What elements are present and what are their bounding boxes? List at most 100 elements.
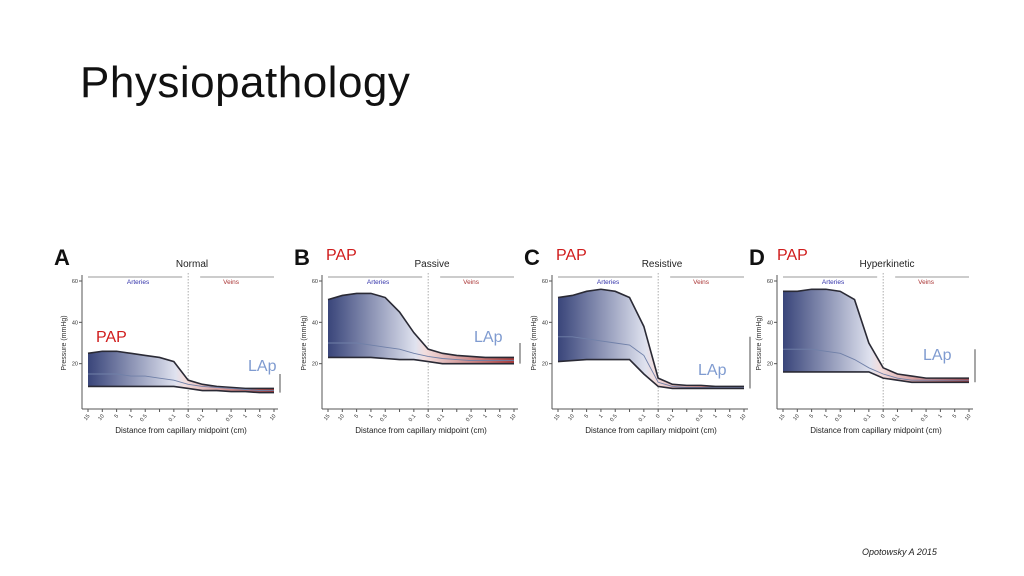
x-tick-label: 5 (952, 413, 959, 419)
veins-label: Veins (223, 279, 240, 286)
y-tick-label: 40 (542, 320, 548, 326)
lower-pressure-line (88, 385, 274, 394)
x-tick-label: 10 (964, 413, 973, 422)
upper-pressure-line (327, 292, 514, 359)
mean-pressure-line (328, 342, 514, 362)
y-tick-label: 20 (542, 362, 548, 368)
x-tick-label: 0.5 (834, 413, 844, 423)
panel-title: Normal (176, 259, 208, 270)
x-tick-label: 0.1 (436, 413, 446, 423)
x-tick-label: 1 (128, 413, 135, 419)
x-tick-label: 0.1 (196, 413, 206, 423)
x-tick-label: 5 (727, 413, 734, 419)
tpg-label: TPG (522, 348, 524, 358)
x-tick-label: 0 (425, 413, 432, 419)
arteries-label: Arteries (597, 279, 620, 286)
y-tick-label: 60 (72, 279, 78, 285)
x-tick-label: 10 (269, 413, 278, 422)
y-axis-label: Pressure (mmHg) (301, 315, 308, 370)
panel-title: Resistive (642, 259, 683, 270)
y-tick-label: 40 (72, 320, 78, 326)
upper-pressure-line (783, 288, 969, 379)
x-tick-label: 0 (880, 413, 887, 419)
x-tick-label: 15 (323, 413, 332, 422)
x-tick-label: 10 (739, 413, 748, 422)
tpg-label: TPG (752, 357, 754, 367)
x-tick-label: 10 (337, 413, 346, 422)
y-tick-label: 60 (767, 279, 773, 285)
x-tick-label: 5 (497, 413, 504, 419)
x-tick-label: 0.1 (891, 413, 901, 423)
slide-title: Physiopathology (80, 58, 411, 107)
x-tick-label: 0 (185, 413, 192, 419)
panel-title: Hyperkinetic (859, 259, 914, 270)
x-tick-label: 10 (792, 413, 801, 422)
x-tick-label: 1 (598, 413, 605, 419)
x-tick-label: 1 (242, 413, 249, 419)
x-axis-label: Distance from capillary midpoint (cm) (810, 426, 942, 435)
x-tick-label: 5 (257, 413, 264, 419)
x-tick-label: 0 (655, 413, 662, 419)
x-tick-label: 10 (509, 413, 518, 422)
pressure-band (328, 293, 514, 364)
x-tick-label: 0.1 (666, 413, 676, 423)
y-tick-label: 20 (312, 362, 318, 368)
y-axis-label: Pressure (mmHg) (61, 315, 68, 370)
panel-title: Passive (414, 259, 449, 270)
y-tick-label: 60 (542, 279, 548, 285)
upper-pressure-line (557, 288, 744, 388)
lap-label: LAp (474, 329, 503, 346)
panel-d: D Hyperkinetic Arteries Veins 20 40 60 Pressure… (747, 243, 979, 438)
veins-label: Veins (463, 279, 480, 286)
x-tick-label: 10 (97, 413, 106, 422)
arteries-label: Arteries (127, 279, 150, 286)
lap-label: LAp (248, 358, 277, 375)
pap-label: PAP (96, 329, 127, 346)
x-tick-label: 5 (809, 413, 816, 419)
x-tick-label: 1 (712, 413, 719, 419)
panel-b: B Passive Arteries Veins 20 40 60 Pressure (mmH… (292, 243, 524, 438)
lap-label: LAp (698, 362, 727, 379)
x-axis-label: Distance from capillary midpoint (cm) (355, 426, 487, 435)
mean-pressure-line (558, 336, 744, 388)
x-tick-label: 1 (937, 413, 944, 419)
x-tick-label: 0.5 (225, 413, 235, 423)
y-axis-label: Pressure (mmHg) (531, 315, 538, 370)
pap-label: PAP (777, 247, 808, 264)
lap-label: LAp (923, 347, 952, 364)
x-tick-label: 1 (482, 413, 489, 419)
lower-pressure-line (557, 358, 744, 390)
mean-pressure-line (783, 348, 969, 381)
pap-label: PAP (326, 247, 357, 264)
chart-d: D Hyperkinetic Arteries Veins 20 40 60 Pressure… (749, 245, 979, 435)
x-tick-label: 0.1 (408, 413, 418, 423)
x-tick-label: 5 (354, 413, 361, 419)
x-tick-label: 5 (114, 413, 121, 419)
tpg-label: TPG (977, 361, 979, 371)
x-tick-label: 0.5 (379, 413, 389, 423)
citation: Opotowsky A 2015 (862, 547, 937, 557)
x-tick-label: 0.5 (695, 413, 705, 423)
pressure-band (783, 289, 969, 383)
panel-letter: A (54, 245, 70, 270)
x-tick-label: 0.5 (609, 413, 619, 423)
arteries-label: Arteries (367, 279, 390, 286)
y-tick-label: 40 (767, 320, 773, 326)
x-tick-label: 0.1 (863, 413, 873, 423)
chart-b: B Passive Arteries Veins 20 40 60 Pressure (mmH… (294, 245, 524, 435)
chart-a: A Normal Arteries Veins 20 40 60 Pressure (mmHg… (54, 245, 284, 435)
y-tick-label: 20 (72, 362, 78, 368)
y-tick-label: 20 (767, 362, 773, 368)
x-tick-label: 1 (368, 413, 375, 419)
x-axis-label: Distance from capillary midpoint (cm) (585, 426, 717, 435)
arteries-label: Arteries (822, 279, 845, 286)
pressure-band (558, 289, 744, 389)
x-tick-label: 0.5 (139, 413, 149, 423)
y-tick-label: 60 (312, 279, 318, 285)
x-tick-label: 5 (584, 413, 591, 419)
pap-label: PAP (556, 247, 587, 264)
lower-pressure-line (783, 371, 969, 384)
panel-a: A Normal Arteries Veins 20 40 60 Pressure (mmHg… (52, 243, 284, 438)
panel-c: C Resistive Arteries Veins 20 40 60 Pressure (m… (522, 243, 754, 438)
